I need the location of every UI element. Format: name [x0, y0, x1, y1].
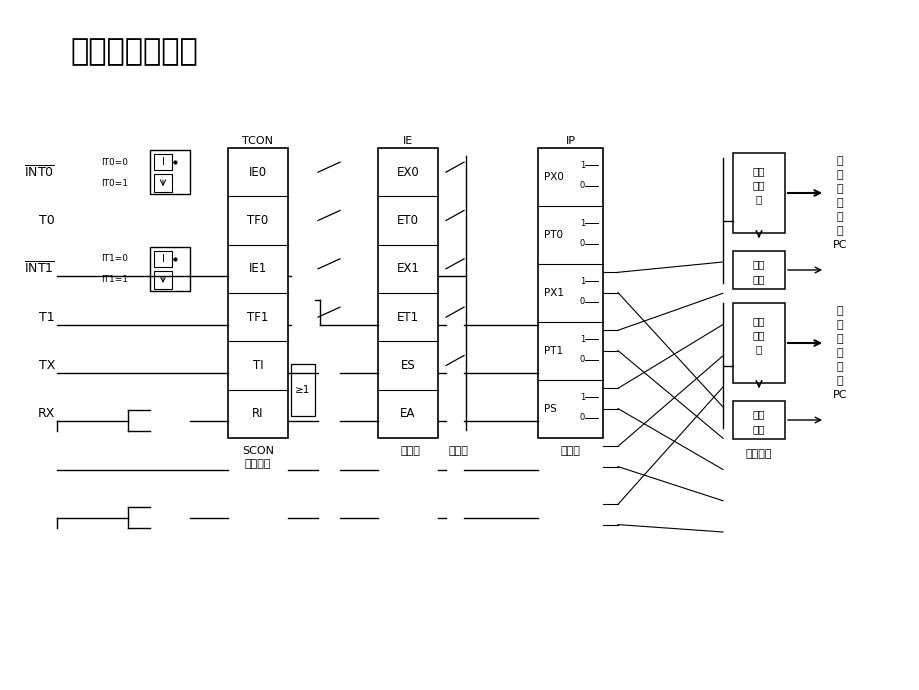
- Text: 中断标志: 中断标志: [244, 459, 271, 469]
- Text: PC: PC: [832, 390, 846, 400]
- Text: 优先级: 优先级: [560, 446, 580, 456]
- Text: 1: 1: [579, 393, 584, 402]
- Text: IE0: IE0: [249, 166, 267, 179]
- Text: PT0: PT0: [543, 230, 562, 240]
- Text: 级: 级: [755, 194, 761, 204]
- Bar: [153, 271, 172, 289]
- Bar: [153, 251, 172, 267]
- Text: 级: 级: [835, 170, 843, 180]
- Text: TX: TX: [39, 359, 55, 372]
- Text: 自然: 自然: [752, 316, 765, 326]
- Text: 中: 中: [835, 334, 843, 344]
- Text: EX1: EX1: [396, 262, 419, 275]
- Text: 中: 中: [835, 184, 843, 194]
- Text: 矢量: 矢量: [752, 409, 765, 419]
- Text: 请: 请: [835, 362, 843, 372]
- Text: 1: 1: [579, 277, 584, 286]
- Text: 地址: 地址: [752, 274, 765, 284]
- Text: IP: IP: [565, 136, 575, 146]
- Bar: [732, 251, 784, 289]
- Bar: [732, 303, 784, 383]
- Text: 请: 请: [835, 212, 843, 222]
- Bar: [378, 148, 437, 438]
- Text: IT0=0: IT0=0: [101, 158, 128, 167]
- Text: IT0=1: IT0=1: [101, 179, 128, 188]
- Text: 求: 求: [835, 226, 843, 236]
- Text: 0: 0: [579, 297, 584, 306]
- Text: RX: RX: [38, 407, 55, 420]
- Text: PT1: PT1: [543, 346, 562, 356]
- Text: 1: 1: [579, 161, 584, 170]
- Text: 1: 1: [579, 335, 584, 344]
- Text: 自然: 自然: [752, 166, 765, 176]
- Text: 内部结构如下：: 内部结构如下：: [70, 37, 198, 66]
- Bar: [732, 401, 784, 439]
- Text: 矢量: 矢量: [752, 259, 765, 269]
- Text: TI: TI: [253, 359, 263, 372]
- Text: $\overline{\rm INT0}$: $\overline{\rm INT0}$: [24, 164, 55, 180]
- Text: PC: PC: [832, 240, 846, 250]
- Text: I: I: [162, 254, 165, 264]
- Text: 地址: 地址: [752, 424, 765, 434]
- Bar: [290, 364, 314, 416]
- Text: TF0: TF0: [247, 214, 268, 227]
- Text: 硬件查询: 硬件查询: [745, 449, 771, 459]
- Text: ET0: ET0: [397, 214, 418, 227]
- Text: TF1: TF1: [247, 310, 268, 324]
- Bar: [732, 153, 784, 233]
- Text: 断: 断: [835, 198, 843, 208]
- Text: ES: ES: [400, 359, 414, 372]
- Text: 低: 低: [835, 306, 843, 316]
- Text: 0: 0: [579, 413, 584, 422]
- Text: 源允许: 源允许: [400, 446, 419, 456]
- Text: I: I: [162, 157, 165, 167]
- Text: 0: 0: [579, 181, 584, 190]
- Text: PX1: PX1: [543, 288, 563, 298]
- Text: EX0: EX0: [396, 166, 419, 179]
- Text: 优先: 优先: [752, 330, 765, 340]
- Text: ≥1: ≥1: [295, 384, 311, 395]
- Text: 0: 0: [579, 239, 584, 248]
- Text: PX0: PX0: [543, 172, 563, 182]
- Text: RI: RI: [252, 407, 264, 420]
- Bar: [538, 148, 602, 438]
- Text: 0: 0: [579, 355, 584, 364]
- Text: TCON: TCON: [243, 136, 273, 146]
- Text: EA: EA: [400, 407, 415, 420]
- Text: 1: 1: [579, 219, 584, 228]
- Text: IE: IE: [403, 136, 413, 146]
- Bar: [150, 247, 190, 290]
- Text: 高: 高: [835, 156, 843, 166]
- Text: 求: 求: [835, 376, 843, 386]
- Text: 优先: 优先: [752, 180, 765, 190]
- Text: SCON: SCON: [242, 446, 274, 456]
- Bar: [153, 174, 172, 193]
- Text: $\overline{\rm INT1}$: $\overline{\rm INT1}$: [24, 261, 55, 277]
- Text: IT1=0: IT1=0: [101, 255, 128, 264]
- Text: 总允许: 总允许: [448, 446, 468, 456]
- Text: 级: 级: [755, 344, 761, 354]
- Text: 断: 断: [835, 348, 843, 358]
- Text: ET1: ET1: [396, 310, 419, 324]
- Text: IE1: IE1: [249, 262, 267, 275]
- Text: T0: T0: [40, 214, 55, 227]
- Bar: [228, 148, 288, 438]
- Text: T1: T1: [40, 310, 55, 324]
- Text: IT1=1: IT1=1: [101, 275, 128, 284]
- Bar: [153, 154, 172, 170]
- Text: PS: PS: [543, 404, 556, 414]
- Text: 级: 级: [835, 320, 843, 330]
- Bar: [150, 150, 190, 194]
